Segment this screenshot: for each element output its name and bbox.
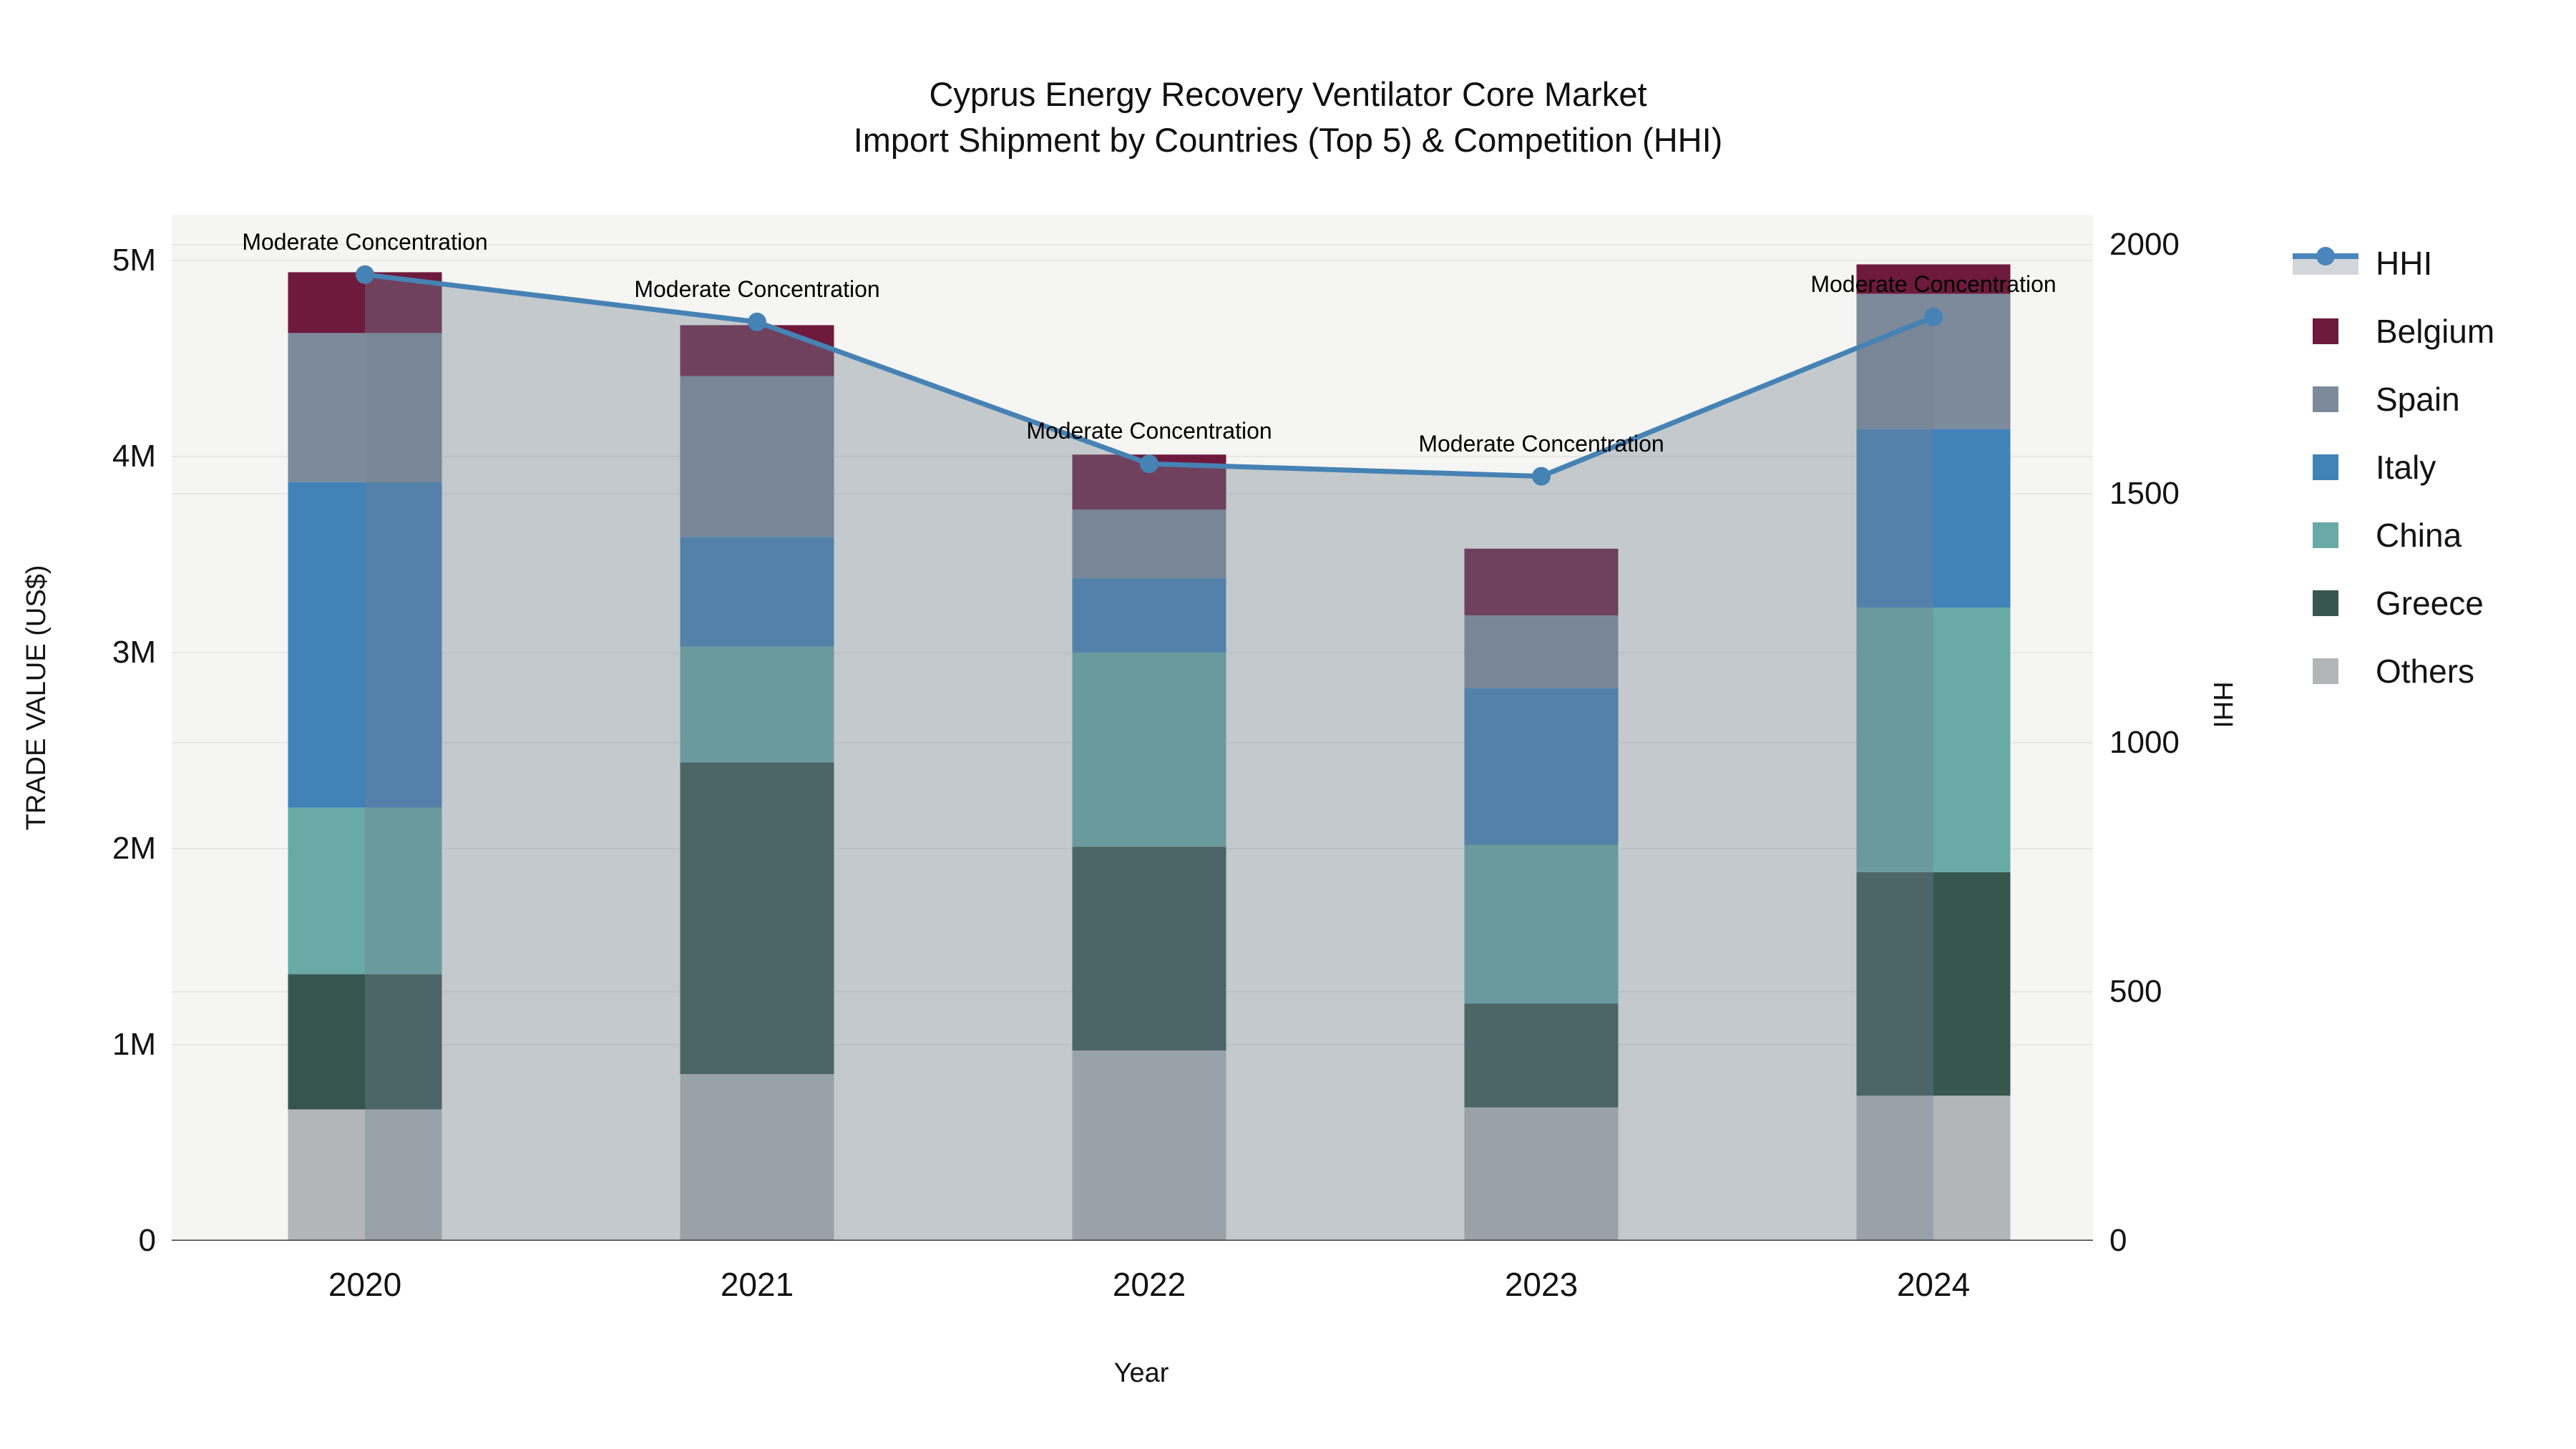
legend-swatch-icon <box>2313 386 2338 412</box>
legend-swatch-icon <box>2313 658 2338 684</box>
hhi-line-sample-icon <box>2293 246 2358 279</box>
bar-segment-2022-spain[interactable] <box>1072 509 1226 578</box>
bar-segment-2024-belgium[interactable] <box>1856 264 2011 294</box>
bar-segment-2020-others[interactable] <box>288 1109 442 1241</box>
chart-title-line1: Cyprus Energy Recovery Ventilator Core M… <box>929 75 1647 113</box>
bar-segment-2022-greece[interactable] <box>1072 847 1226 1051</box>
plot-area[interactable] <box>172 215 2093 1241</box>
bar-segment-2024-italy[interactable] <box>1856 429 2011 608</box>
legend-item-belgium[interactable]: Belgium <box>2290 297 2494 365</box>
legend-label: Others <box>2376 652 2475 690</box>
bar-segment-2023-belgium[interactable] <box>1464 548 1619 615</box>
bar-segment-2023-china[interactable] <box>1464 844 1619 1004</box>
bar-segment-2021-belgium[interactable] <box>680 325 834 376</box>
legend-label: HHI <box>2376 244 2433 282</box>
x-tick-label-2020: 2020 <box>328 1266 402 1303</box>
chart-title-line2: Import Shipment by Countries (Top 5) & C… <box>853 121 1723 159</box>
hhi-marker-2021[interactable] <box>748 312 766 331</box>
legend-label: Greece <box>2376 584 2484 622</box>
y-right-tick-label: 2000 <box>2109 227 2180 262</box>
bar-segment-2020-italy[interactable] <box>288 482 442 808</box>
bar-segment-2022-china[interactable] <box>1072 653 1226 847</box>
legend-item-italy[interactable]: Italy <box>2290 433 2494 501</box>
y-left-tick-label: 4M <box>112 439 156 474</box>
bar-segment-2023-others[interactable] <box>1464 1107 1619 1241</box>
legend-swatch-icon <box>2313 318 2338 344</box>
annotation-2020: Moderate Concentration <box>242 228 488 255</box>
annotation-2024: Moderate Concentration <box>1810 270 2057 297</box>
legend-label: Belgium <box>2376 312 2495 350</box>
bar-segment-2021-china[interactable] <box>680 646 834 763</box>
bar-segment-2023-italy[interactable] <box>1464 688 1619 845</box>
legend-swatch-icon <box>2313 454 2338 480</box>
legend-label: Spain <box>2376 380 2460 418</box>
y-right-tick-label: 1500 <box>2109 476 2180 511</box>
bar-segment-2023-spain[interactable] <box>1464 615 1619 688</box>
legend: HHI Belgium Spain Italy China Greece Others <box>2290 229 2494 705</box>
bar-segment-2024-others[interactable] <box>1856 1096 2011 1241</box>
legend-item-greece[interactable]: Greece <box>2290 569 2494 637</box>
y-right-axis-title: HHI <box>2207 681 2238 728</box>
bar-segment-2021-others[interactable] <box>680 1074 834 1241</box>
hhi-marker-2024[interactable] <box>1924 307 1943 326</box>
y-left-tick-label: 1M <box>112 1027 156 1062</box>
bar-segment-2022-italy[interactable] <box>1072 577 1226 653</box>
y-left-tick-label: 5M <box>112 243 156 278</box>
legend-swatch-icon <box>2313 522 2338 548</box>
chart-title: Cyprus Energy Recovery Ventilator Core M… <box>0 72 2576 163</box>
bar-segment-2023-greece[interactable] <box>1464 1003 1619 1108</box>
legend-item-others[interactable]: Others <box>2290 637 2494 705</box>
y-left-axis-title: TRADE VALUE (US$) <box>21 565 52 831</box>
legend-item-china[interactable]: China <box>2290 501 2494 569</box>
legend-item-hhi[interactable]: HHI <box>2290 229 2494 297</box>
y-right-tick-label: 0 <box>2109 1223 2127 1258</box>
hhi-marker-2022[interactable] <box>1140 454 1158 474</box>
hhi-area-fill <box>365 274 1933 1241</box>
hhi-marker-2023[interactable] <box>1532 467 1551 486</box>
legend-label: China <box>2376 516 2462 554</box>
annotation-2022: Moderate Concentration <box>1026 418 1272 444</box>
bar-segment-2021-spain[interactable] <box>680 376 834 537</box>
bar-segment-2020-spain[interactable] <box>288 333 442 482</box>
y-right-tick-label: 500 <box>2109 974 2162 1009</box>
x-tick-label-2021: 2021 <box>720 1266 794 1303</box>
bar-segment-2021-greece[interactable] <box>680 762 834 1075</box>
bar-segment-2024-greece[interactable] <box>1856 872 2011 1096</box>
hhi-marker-2020[interactable] <box>356 265 374 284</box>
bar-segment-2020-greece[interactable] <box>288 974 442 1110</box>
x-tick-label-2024: 2024 <box>1896 1266 1971 1303</box>
bar-segment-2020-china[interactable] <box>288 807 442 975</box>
legend-swatch-icon <box>2313 590 2338 616</box>
legend-label: Italy <box>2376 448 2436 486</box>
y-left-tick-label: 3M <box>112 635 156 670</box>
x-tick-label-2023: 2023 <box>1504 1266 1579 1303</box>
annotation-2023: Moderate Concentration <box>1418 430 1664 457</box>
annotation-2021: Moderate Concentration <box>634 275 880 302</box>
y-left-tick-label: 2M <box>112 831 156 866</box>
x-tick-label-2022: 2022 <box>1112 1266 1186 1303</box>
legend-item-spain[interactable]: Spain <box>2290 365 2494 433</box>
y-left-tick-label: 0 <box>138 1223 156 1258</box>
bar-segment-2024-china[interactable] <box>1856 607 2011 872</box>
y-right-tick-label: 1000 <box>2109 725 2180 760</box>
bar-segment-2021-italy[interactable] <box>680 537 834 647</box>
bar-segment-2022-others[interactable] <box>1072 1050 1226 1241</box>
x-axis-title: Year <box>1113 1358 1169 1388</box>
